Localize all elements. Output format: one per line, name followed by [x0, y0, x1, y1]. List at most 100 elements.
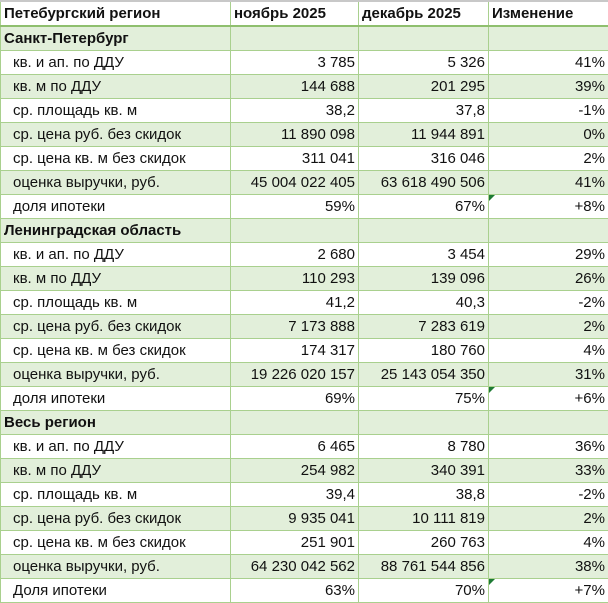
- november-value[interactable]: 6 465: [231, 435, 359, 459]
- change-value[interactable]: 2%: [489, 147, 608, 171]
- section-title[interactable]: Санкт-Петербург: [1, 26, 231, 51]
- november-value[interactable]: 7 173 888: [231, 315, 359, 339]
- metric-label[interactable]: ср. цена руб. без скидок: [1, 507, 231, 531]
- metric-label[interactable]: ср. цена руб. без скидок: [1, 315, 231, 339]
- metric-label[interactable]: оценка выручки, руб.: [1, 363, 231, 387]
- metric-label[interactable]: кв. и ап. по ДДУ: [1, 435, 231, 459]
- change-value[interactable]: +7%: [489, 579, 608, 603]
- change-value[interactable]: 4%: [489, 339, 608, 363]
- november-value[interactable]: 251 901: [231, 531, 359, 555]
- change-value[interactable]: 4%: [489, 531, 608, 555]
- change-value[interactable]: -2%: [489, 291, 608, 315]
- metric-label[interactable]: ср. площадь кв. м: [1, 99, 231, 123]
- section-cell[interactable]: [231, 411, 359, 435]
- metric-label[interactable]: кв. м по ДДУ: [1, 267, 231, 291]
- november-value[interactable]: 254 982: [231, 459, 359, 483]
- december-value[interactable]: 75%: [359, 387, 489, 411]
- november-value[interactable]: 41,2: [231, 291, 359, 315]
- december-value[interactable]: 70%: [359, 579, 489, 603]
- december-value[interactable]: 88 761 544 856: [359, 555, 489, 579]
- change-value[interactable]: 39%: [489, 75, 608, 99]
- section-cell[interactable]: [231, 26, 359, 51]
- metric-label[interactable]: ср. площадь кв. м: [1, 291, 231, 315]
- november-value[interactable]: 311 041: [231, 147, 359, 171]
- december-value[interactable]: 40,3: [359, 291, 489, 315]
- error-indicator-icon[interactable]: [489, 579, 495, 585]
- december-value[interactable]: 38,8: [359, 483, 489, 507]
- change-value[interactable]: -2%: [489, 483, 608, 507]
- november-value[interactable]: 174 317: [231, 339, 359, 363]
- november-value[interactable]: 59%: [231, 195, 359, 219]
- section-title[interactable]: Весь регион: [1, 411, 231, 435]
- change-value[interactable]: +8%: [489, 195, 608, 219]
- december-value[interactable]: 67%: [359, 195, 489, 219]
- december-value[interactable]: 201 295: [359, 75, 489, 99]
- change-value[interactable]: 36%: [489, 435, 608, 459]
- metric-label[interactable]: ср. цена кв. м без скидок: [1, 147, 231, 171]
- metric-label[interactable]: кв. м по ДДУ: [1, 75, 231, 99]
- november-value[interactable]: 64 230 042 562: [231, 555, 359, 579]
- metric-label[interactable]: оценка выручки, руб.: [1, 171, 231, 195]
- metric-label[interactable]: ср. площадь кв. м: [1, 483, 231, 507]
- section-cell[interactable]: [489, 411, 608, 435]
- section-cell[interactable]: [231, 219, 359, 243]
- december-value[interactable]: 340 391: [359, 459, 489, 483]
- november-value[interactable]: 3 785: [231, 51, 359, 75]
- section-cell[interactable]: [359, 411, 489, 435]
- metric-label[interactable]: ср. цена кв. м без скидок: [1, 339, 231, 363]
- header-november[interactable]: ноябрь 2025: [231, 1, 359, 26]
- header-december[interactable]: декабрь 2025: [359, 1, 489, 26]
- metric-label[interactable]: кв. м по ДДУ: [1, 459, 231, 483]
- november-value[interactable]: 11 890 098: [231, 123, 359, 147]
- november-value[interactable]: 9 935 041: [231, 507, 359, 531]
- change-value[interactable]: -1%: [489, 99, 608, 123]
- december-value[interactable]: 139 096: [359, 267, 489, 291]
- header-region[interactable]: Петебургский регион: [1, 1, 231, 26]
- section-cell[interactable]: [359, 219, 489, 243]
- section-cell[interactable]: [489, 26, 608, 51]
- november-value[interactable]: 39,4: [231, 483, 359, 507]
- december-value[interactable]: 260 763: [359, 531, 489, 555]
- december-value[interactable]: 8 780: [359, 435, 489, 459]
- section-title[interactable]: Ленинградская область: [1, 219, 231, 243]
- change-value[interactable]: 33%: [489, 459, 608, 483]
- metric-label[interactable]: оценка выручки, руб.: [1, 555, 231, 579]
- november-value[interactable]: 19 226 020 157: [231, 363, 359, 387]
- change-value[interactable]: 41%: [489, 51, 608, 75]
- december-value[interactable]: 63 618 490 506: [359, 171, 489, 195]
- november-value[interactable]: 110 293: [231, 267, 359, 291]
- section-cell[interactable]: [489, 219, 608, 243]
- november-value[interactable]: 45 004 022 405: [231, 171, 359, 195]
- metric-label[interactable]: ср. цена руб. без скидок: [1, 123, 231, 147]
- december-value[interactable]: 10 111 819: [359, 507, 489, 531]
- error-indicator-icon[interactable]: [489, 387, 495, 393]
- change-value[interactable]: 31%: [489, 363, 608, 387]
- december-value[interactable]: 25 143 054 350: [359, 363, 489, 387]
- metric-label[interactable]: кв. и ап. по ДДУ: [1, 243, 231, 267]
- november-value[interactable]: 144 688: [231, 75, 359, 99]
- december-value[interactable]: 7 283 619: [359, 315, 489, 339]
- metric-label[interactable]: доля ипотеки: [1, 387, 231, 411]
- december-value[interactable]: 316 046: [359, 147, 489, 171]
- change-value[interactable]: 26%: [489, 267, 608, 291]
- december-value[interactable]: 11 944 891: [359, 123, 489, 147]
- metric-label[interactable]: кв. и ап. по ДДУ: [1, 51, 231, 75]
- november-value[interactable]: 63%: [231, 579, 359, 603]
- november-value[interactable]: 38,2: [231, 99, 359, 123]
- change-value[interactable]: +6%: [489, 387, 608, 411]
- change-value[interactable]: 0%: [489, 123, 608, 147]
- change-value[interactable]: 2%: [489, 315, 608, 339]
- december-value[interactable]: 3 454: [359, 243, 489, 267]
- header-change[interactable]: Изменение: [489, 1, 608, 26]
- metric-label[interactable]: ср. цена кв. м без скидок: [1, 531, 231, 555]
- december-value[interactable]: 5 326: [359, 51, 489, 75]
- december-value[interactable]: 37,8: [359, 99, 489, 123]
- november-value[interactable]: 2 680: [231, 243, 359, 267]
- change-value[interactable]: 38%: [489, 555, 608, 579]
- section-cell[interactable]: [359, 26, 489, 51]
- error-indicator-icon[interactable]: [489, 195, 495, 201]
- november-value[interactable]: 69%: [231, 387, 359, 411]
- change-value[interactable]: 41%: [489, 171, 608, 195]
- change-value[interactable]: 29%: [489, 243, 608, 267]
- metric-label[interactable]: Доля ипотеки: [1, 579, 231, 603]
